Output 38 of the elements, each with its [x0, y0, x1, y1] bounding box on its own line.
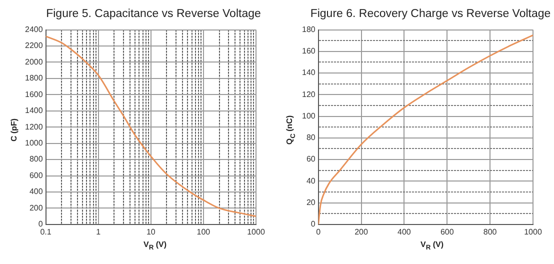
- x-tick-label: 600: [440, 227, 454, 236]
- x-tick-label: 200: [354, 227, 368, 236]
- y-tick-label: 20: [306, 198, 316, 207]
- y-tick-label: 2200: [25, 41, 44, 50]
- y-tick-label: 2400: [25, 25, 44, 34]
- x-tick-label: 10: [146, 227, 156, 236]
- y-axis-title: C (pF): [10, 118, 18, 142]
- x-tick-label: 1000: [247, 227, 266, 236]
- y-tick-label: 1000: [25, 138, 44, 148]
- y-tick-label: 140: [302, 68, 316, 78]
- y-tick-label: 60: [306, 154, 316, 164]
- y-tick-label: 800: [29, 154, 44, 164]
- y-tick-label: 2000: [25, 57, 44, 66]
- y-tick-label: 600: [29, 170, 44, 180]
- x-tick-label: 0.1: [40, 227, 52, 236]
- y-tick-label: 120: [302, 90, 316, 99]
- x-axis-title: V$_{R}$ (V): [142, 240, 168, 252]
- y-tick-label: 40: [306, 176, 316, 186]
- x-tick-label: 100: [196, 227, 211, 236]
- chart-title: Figure 6. Recovery Charge vs Reverse Voltage: [309, 8, 552, 20]
- y-tick-label: 200: [29, 203, 44, 212]
- y-tick-label: 1200: [25, 122, 44, 132]
- y-tick-label: 1600: [25, 90, 44, 99]
- x-tick-label: 1000: [524, 227, 542, 236]
- y-tick-label: 160: [302, 46, 316, 56]
- x-tick-label: 800: [483, 227, 498, 236]
- y-tick-label: 400: [29, 187, 44, 196]
- chart-title: Figure 5. Capacitance vs Reverse Voltage: [45, 8, 262, 20]
- x-tick-label: 1: [96, 227, 102, 236]
- y-tick-label: 1400: [25, 106, 44, 116]
- y-tick-label: 0: [38, 220, 44, 229]
- y-tick-label: 100: [302, 111, 316, 120]
- y-tick-label: 180: [302, 25, 316, 34]
- y-tick-label: 80: [306, 133, 316, 142]
- x-axis-title: V$_{R}$ (V): [419, 240, 445, 252]
- y-tick-label: 1800: [25, 74, 44, 83]
- x-tick-label: 400: [398, 227, 412, 236]
- y-tick-label: 0: [310, 220, 316, 229]
